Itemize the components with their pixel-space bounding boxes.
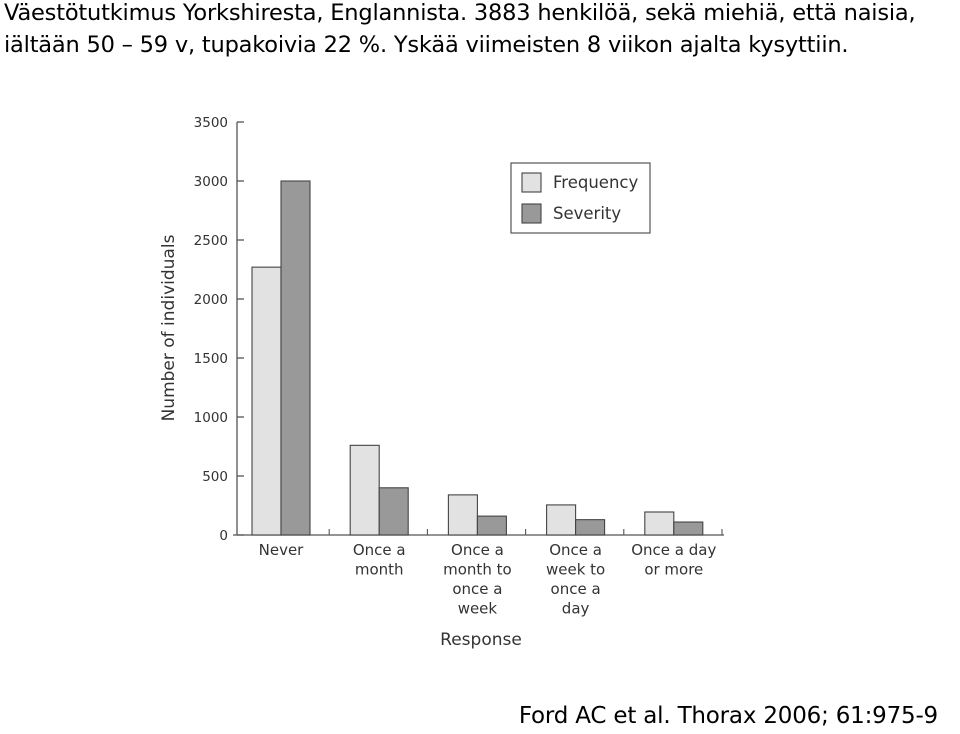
citation: Ford AC et al. Thorax 2006; 61:975-9 [518, 703, 938, 729]
bar-frequency-2 [447, 494, 478, 536]
x-tick-label: Once a [451, 541, 504, 559]
legend-label-severity: Severity [553, 204, 621, 223]
caption-line-1: Väestötutkimus Yorkshiresta, Englannista… [4, 0, 916, 26]
bar-frequency-3 [546, 504, 577, 536]
x-tick-label: once a [452, 580, 502, 598]
y-axis-label: Number of individuals [159, 234, 179, 421]
y-tick-label: 500 [202, 469, 228, 485]
bar-severity-4 [673, 521, 704, 536]
bar-severity-3 [575, 519, 606, 536]
x-tick-label: Once a [353, 541, 406, 559]
legend: Frequency Severity [510, 162, 651, 234]
y-tick-label: 2500 [194, 233, 228, 249]
y-tick-label: 0 [219, 528, 228, 544]
x-tick-label: week to [546, 561, 605, 579]
y-tick-label: 1500 [194, 351, 228, 367]
bar-severity-0 [280, 180, 311, 536]
x-tick-label: week [458, 600, 498, 618]
legend-swatch-frequency [521, 172, 542, 193]
x-tick-label: month to [443, 561, 512, 579]
x-tick-label: day [562, 600, 590, 618]
x-tick-label: month [355, 561, 404, 579]
x-axis-label: Response [440, 630, 522, 650]
legend-swatch-severity [521, 203, 542, 224]
bar-frequency-4 [644, 511, 675, 536]
y-tick-label: 3000 [194, 174, 228, 190]
bar-frequency-0 [251, 266, 282, 536]
caption-line-2: iältään 50 – 59 v, tupakoivia 22 %. Yskä… [4, 32, 849, 58]
bar-frequency-1 [349, 444, 380, 536]
y-tick-label: 1000 [194, 410, 228, 426]
y-tick-label: 3500 [194, 115, 228, 131]
x-tick-label: Once a [549, 541, 602, 559]
legend-label-frequency: Frequency [553, 173, 638, 192]
bar-severity-2 [476, 515, 507, 536]
y-tick-label: 2000 [194, 292, 228, 308]
bars [251, 180, 704, 536]
y-axis: 0 500 1000 1500 2000 2500 3000 3500 [194, 115, 244, 544]
x-tick-label: or more [644, 561, 703, 579]
caption: Väestötutkimus Yorkshiresta, Englannista… [4, 0, 959, 61]
x-tick-label: Once a day [631, 541, 716, 559]
bar-severity-1 [378, 487, 409, 536]
x-tick-label: once a [551, 580, 601, 598]
x-tick-label: Never [259, 541, 305, 559]
